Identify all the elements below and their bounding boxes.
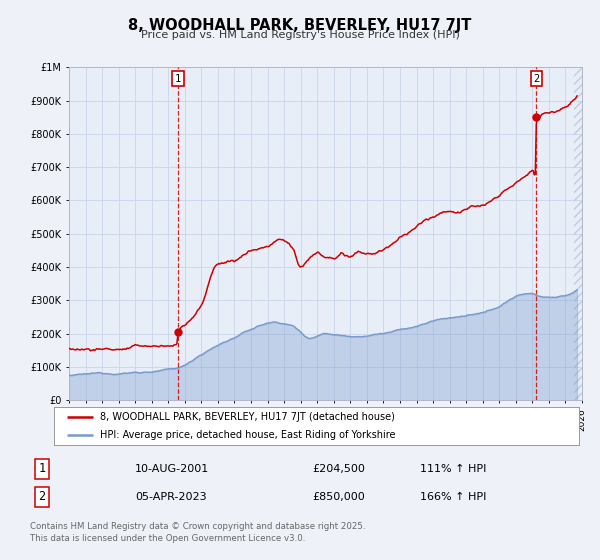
Bar	[574, 67, 582, 400]
Text: 166% ↑ HPI: 166% ↑ HPI	[420, 492, 487, 502]
Text: 8, WOODHALL PARK, BEVERLEY, HU17 7JT: 8, WOODHALL PARK, BEVERLEY, HU17 7JT	[128, 18, 472, 34]
Text: 1: 1	[38, 462, 46, 475]
Text: 8, WOODHALL PARK, BEVERLEY, HU17 7JT (detached house): 8, WOODHALL PARK, BEVERLEY, HU17 7JT (de…	[100, 412, 395, 422]
Text: 2: 2	[533, 74, 539, 84]
Text: Price paid vs. HM Land Registry's House Price Index (HPI): Price paid vs. HM Land Registry's House …	[140, 30, 460, 40]
Text: HPI: Average price, detached house, East Riding of Yorkshire: HPI: Average price, detached house, East…	[100, 430, 396, 440]
Text: £850,000: £850,000	[312, 492, 365, 502]
Text: 111% ↑ HPI: 111% ↑ HPI	[420, 464, 487, 474]
Text: Contains HM Land Registry data © Crown copyright and database right 2025.
This d: Contains HM Land Registry data © Crown c…	[30, 522, 365, 543]
Text: £204,500: £204,500	[312, 464, 365, 474]
Text: 1: 1	[175, 74, 181, 84]
Text: 10-AUG-2001: 10-AUG-2001	[135, 464, 209, 474]
Text: 2: 2	[38, 490, 46, 503]
Text: 05-APR-2023: 05-APR-2023	[135, 492, 206, 502]
